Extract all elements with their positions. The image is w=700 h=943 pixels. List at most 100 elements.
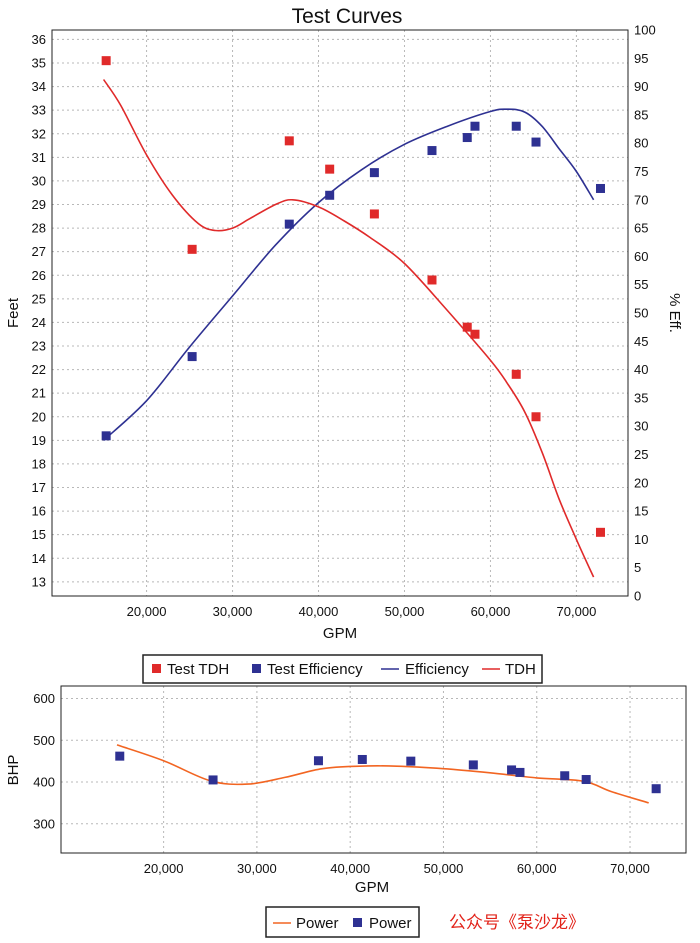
power-point <box>468 760 478 770</box>
y2-tick-label: 45 <box>634 334 648 349</box>
legend-test-efficiency: Test Efficiency <box>267 661 363 678</box>
y2-tick-label: 90 <box>634 79 648 94</box>
top-curves <box>102 79 595 578</box>
test-tdh-point <box>427 275 437 285</box>
y-tick-label: 23 <box>32 339 46 354</box>
top-x-axis-label: GPM <box>323 625 357 642</box>
test-efficiency-point <box>101 431 111 441</box>
watermark-text: 公众号《泵沙龙》 <box>449 913 585 933</box>
test-tdh-point <box>101 56 111 66</box>
y2-tick-label: 50 <box>634 306 648 321</box>
y-tick-label: 14 <box>32 551 46 566</box>
y-tick-label: 29 <box>32 197 46 212</box>
x-tick-label: 50,000 <box>424 861 464 876</box>
y2-tick-label: 60 <box>634 249 648 264</box>
top-y-axis-label: Feet <box>5 297 22 328</box>
y2-tick-label: 25 <box>634 447 648 462</box>
power-point <box>581 775 591 785</box>
svg-text:0: 0 <box>634 589 641 604</box>
y2-tick-label: 35 <box>634 390 648 405</box>
bottom-x-axis-ticks: 20,000 30,000 40,000 50,000 60,000 70,000 <box>144 861 650 876</box>
bottom-plot-frame <box>60 685 687 854</box>
y2-tick-label: 40 <box>634 362 648 377</box>
bottom-legend-box <box>265 906 420 938</box>
y-tick-label: 18 <box>32 456 46 471</box>
power-point <box>115 751 125 761</box>
power-point <box>507 765 517 775</box>
bottom-y-axis-label: BHP <box>5 755 22 786</box>
y2-tick-label: 20 <box>634 475 648 490</box>
top-legend: Test TDH Test Efficiency Efficiency TDH <box>142 654 543 684</box>
bottom-legend: Power Power <box>265 906 420 938</box>
y-tick-label: 24 <box>32 315 46 330</box>
legend-test-tdh: Test TDH <box>167 661 229 678</box>
legend-power-curve: Power <box>296 915 339 932</box>
y-tick-label: 22 <box>32 362 46 377</box>
y2-tick-label: 65 <box>634 221 648 236</box>
y2-tick-label: 10 <box>634 532 648 547</box>
x-tick-label: 30,000 <box>213 604 253 619</box>
y-tick-label: 15 <box>32 527 46 542</box>
y2-tick-label: 85 <box>634 107 648 122</box>
test-efficiency-point <box>427 146 437 156</box>
y-tick-label: 500 <box>33 733 55 748</box>
y-tick-label: 20 <box>32 409 46 424</box>
y2-tick-label: 5 <box>634 560 641 575</box>
x-tick-label: 30,000 <box>237 861 277 876</box>
x-tick-label: 20,000 <box>127 604 167 619</box>
bottom-test-points <box>115 751 661 794</box>
x-tick-label: 40,000 <box>299 604 339 619</box>
x-tick-label: 40,000 <box>330 861 370 876</box>
y-tick-label: 16 <box>32 504 46 519</box>
y-tick-label: 600 <box>33 691 55 706</box>
test-tdh-point <box>325 164 335 174</box>
y-tick-label: 32 <box>32 126 46 141</box>
x-tick-label: 60,000 <box>471 604 511 619</box>
y-tick-label: 27 <box>32 244 46 259</box>
top-test-points <box>101 56 605 537</box>
test-tdh-point <box>595 527 605 537</box>
tdh-curve <box>102 79 595 578</box>
y-tick-label: 31 <box>32 150 46 165</box>
test-efficiency-point <box>531 137 541 147</box>
y-tick-label: 17 <box>32 480 46 495</box>
power-point <box>357 754 367 764</box>
test-efficiency-point <box>284 219 294 229</box>
x-tick-label: 20,000 <box>144 861 184 876</box>
y2-tick-label: 100 <box>634 23 656 38</box>
y-tick-label: 35 <box>32 56 46 71</box>
y2-tick-label: 75 <box>634 164 648 179</box>
top-chart: Test Curves 13 14 15 16 17 18 19 20 21 22 23 24 25 26… <box>5 5 683 642</box>
top-legend-box <box>142 654 543 684</box>
y-tick-label: 30 <box>32 173 46 188</box>
efficiency-curve <box>103 108 595 441</box>
x-tick-label: 60,000 <box>517 861 557 876</box>
y-tick-label: 21 <box>32 386 46 401</box>
test-efficiency-point <box>511 121 521 131</box>
power-point <box>515 767 525 777</box>
test-tdh-point <box>470 329 480 339</box>
y-tick-label: 19 <box>32 433 46 448</box>
y-tick-label: 28 <box>32 221 46 236</box>
test-tdh-point <box>462 322 472 332</box>
power-point <box>313 756 323 766</box>
y2-tick-label: 95 <box>634 51 648 66</box>
power-point <box>208 775 218 785</box>
power-point <box>406 756 416 766</box>
chart-title: Test Curves <box>292 5 403 28</box>
y2-tick-label: 70 <box>634 192 648 207</box>
test-efficiency-point <box>595 183 605 193</box>
legend-test-tdh-marker <box>152 664 161 673</box>
legend-power-marker <box>353 918 362 927</box>
bottom-y-axis-ticks: 300 400 500 600 <box>33 691 55 831</box>
x-tick-label: 70,000 <box>610 861 650 876</box>
y2-tick-label: 30 <box>634 419 648 434</box>
top-left-axis-ticks: 13 14 15 16 17 18 19 20 21 22 23 24 25 26 27 28 29 30 31 32… <box>32 32 46 589</box>
legend-tdh: TDH <box>505 661 536 678</box>
y-tick-label: 34 <box>32 79 46 94</box>
test-tdh-point <box>531 412 541 422</box>
power-point <box>560 771 570 781</box>
test-efficiency-point <box>369 168 379 178</box>
y2-tick-label: 55 <box>634 277 648 292</box>
y-tick-label: 36 <box>32 32 46 47</box>
